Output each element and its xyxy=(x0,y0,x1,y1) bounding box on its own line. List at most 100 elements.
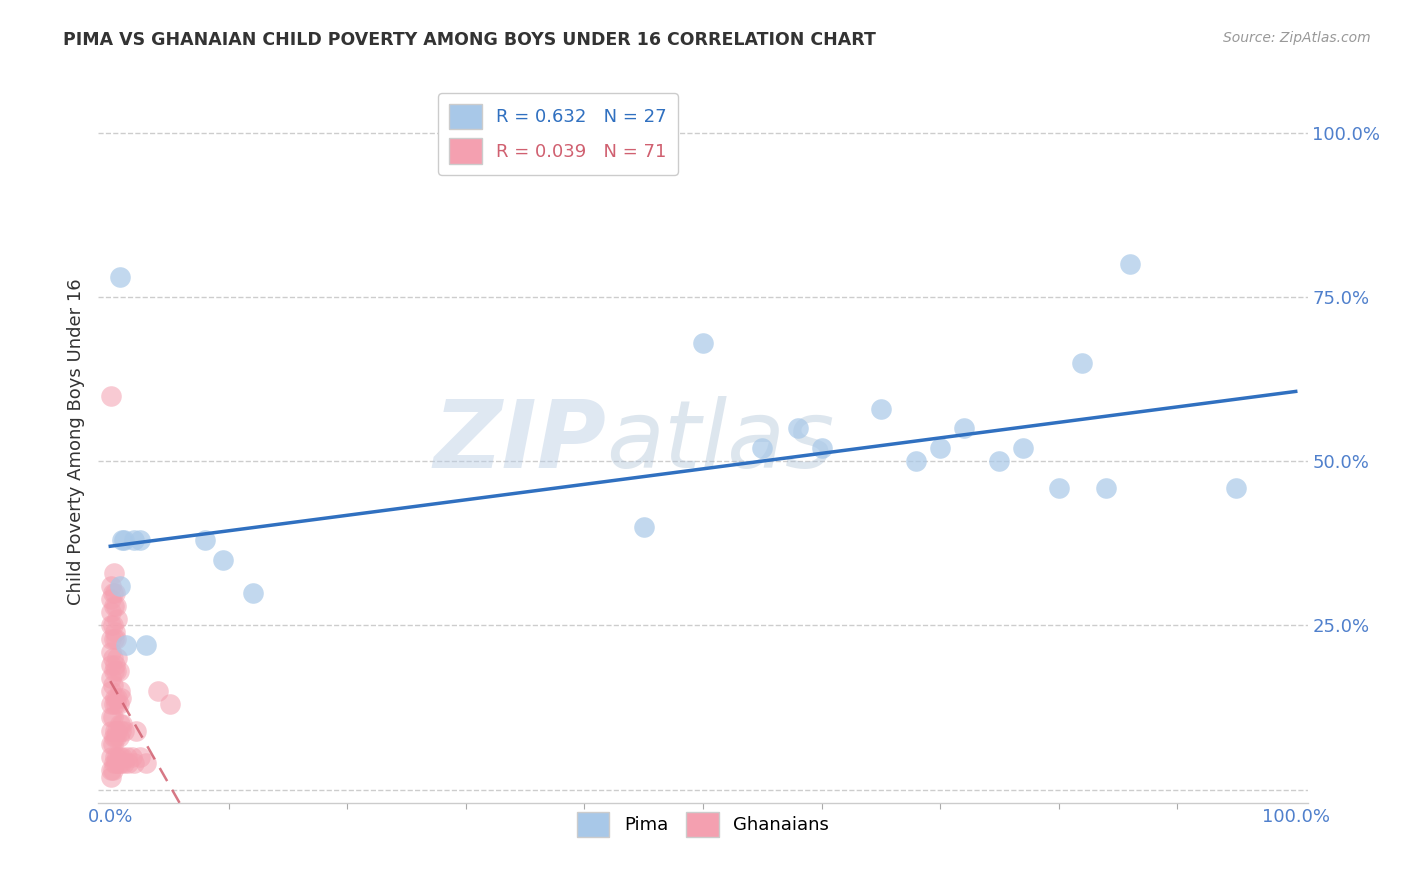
Point xyxy=(105,698,128,712)
Point xyxy=(1071,356,1094,370)
Point xyxy=(115,749,138,764)
Point xyxy=(108,270,131,285)
Point xyxy=(100,388,122,402)
Point xyxy=(105,730,128,744)
Point xyxy=(1095,481,1118,495)
Point xyxy=(100,579,122,593)
Point xyxy=(159,698,181,712)
Point xyxy=(100,770,122,784)
Point xyxy=(786,421,808,435)
Point xyxy=(100,592,122,607)
Point xyxy=(103,566,125,580)
Point xyxy=(101,677,124,691)
Point xyxy=(103,665,125,679)
Point xyxy=(810,441,832,455)
Point xyxy=(1119,257,1142,271)
Point xyxy=(114,756,136,771)
Point xyxy=(122,533,145,547)
Point xyxy=(107,665,129,679)
Point xyxy=(101,618,124,632)
Point xyxy=(869,401,891,416)
Point xyxy=(114,638,136,652)
Point xyxy=(110,756,132,771)
Text: ZIP: ZIP xyxy=(433,395,606,488)
Point xyxy=(104,723,127,738)
Point xyxy=(114,723,136,738)
Text: PIMA VS GHANAIAN CHILD POVERTY AMONG BOYS UNDER 16 CORRELATION CHART: PIMA VS GHANAIAN CHILD POVERTY AMONG BOY… xyxy=(63,31,876,49)
Point xyxy=(751,441,773,455)
Point xyxy=(1047,481,1070,495)
Point xyxy=(105,599,128,613)
Point xyxy=(104,585,127,599)
Point xyxy=(242,585,264,599)
Point xyxy=(103,599,125,613)
Point xyxy=(107,730,129,744)
Point xyxy=(111,717,134,731)
Point xyxy=(104,625,127,640)
Point xyxy=(104,657,127,672)
Point xyxy=(103,632,125,646)
Point xyxy=(105,723,128,738)
Point xyxy=(111,533,134,547)
Legend: Pima, Ghanaians: Pima, Ghanaians xyxy=(569,805,837,845)
Point xyxy=(100,710,122,724)
Point xyxy=(929,441,952,455)
Point xyxy=(107,698,129,712)
Point xyxy=(101,710,124,724)
Point xyxy=(114,533,136,547)
Point xyxy=(135,756,157,771)
Text: atlas: atlas xyxy=(606,396,835,487)
Point xyxy=(135,638,157,652)
Point xyxy=(100,723,122,738)
Point xyxy=(105,690,128,705)
Point xyxy=(105,756,128,771)
Point xyxy=(104,749,127,764)
Point xyxy=(105,612,128,626)
Point xyxy=(105,749,128,764)
Point xyxy=(100,749,122,764)
Point xyxy=(103,756,125,771)
Point xyxy=(100,763,122,777)
Point xyxy=(108,749,131,764)
Point xyxy=(104,690,127,705)
Point xyxy=(692,336,714,351)
Point xyxy=(105,651,128,665)
Point xyxy=(105,665,128,679)
Point xyxy=(101,585,124,599)
Point xyxy=(101,737,124,751)
Point xyxy=(100,684,122,698)
Point xyxy=(129,533,152,547)
Point xyxy=(100,698,122,712)
Point xyxy=(212,553,235,567)
Point xyxy=(122,756,145,771)
Point xyxy=(117,756,139,771)
Point xyxy=(1225,481,1247,495)
Point xyxy=(194,533,217,547)
Point xyxy=(100,657,122,672)
Point xyxy=(103,698,125,712)
Y-axis label: Child Poverty Among Boys Under 16: Child Poverty Among Boys Under 16 xyxy=(66,278,84,605)
Point xyxy=(146,684,169,698)
Point xyxy=(988,454,1011,468)
Point xyxy=(129,749,152,764)
Point xyxy=(111,749,134,764)
Point xyxy=(100,645,122,659)
Point xyxy=(110,690,132,705)
Point xyxy=(110,723,132,738)
Point xyxy=(105,632,128,646)
Point xyxy=(1012,441,1035,455)
Point xyxy=(633,520,655,534)
Point xyxy=(107,756,129,771)
Point xyxy=(905,454,928,468)
Point xyxy=(108,684,131,698)
Text: Source: ZipAtlas.com: Source: ZipAtlas.com xyxy=(1223,31,1371,45)
Point xyxy=(121,749,143,764)
Point xyxy=(100,618,122,632)
Point xyxy=(100,632,122,646)
Point xyxy=(125,723,148,738)
Point xyxy=(101,763,124,777)
Point xyxy=(952,421,974,435)
Point xyxy=(103,730,125,744)
Point xyxy=(100,671,122,685)
Point xyxy=(108,579,131,593)
